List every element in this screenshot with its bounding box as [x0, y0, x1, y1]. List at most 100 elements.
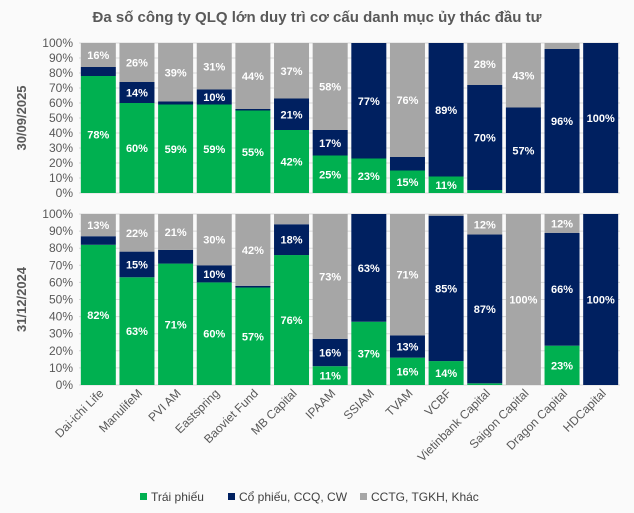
legend-label: CCTG, TGKH, Khác — [371, 490, 479, 504]
data-label: 16% — [396, 366, 418, 378]
data-label: 10% — [203, 269, 225, 281]
y-tick-label: 80% — [49, 66, 73, 80]
category-label: IPAAM — [303, 386, 339, 422]
panel-label: 30/09/2025 — [14, 85, 29, 150]
category-label: Dai-ichi Life — [52, 386, 106, 440]
data-label: 23% — [358, 171, 380, 183]
chart-title: Đa số công ty QLQ lớn duy trì cơ cấu dan… — [93, 9, 542, 26]
bar-segment — [351, 158, 387, 193]
bar-segment — [312, 155, 348, 193]
bar-segment — [274, 98, 310, 130]
data-label: 16% — [319, 348, 341, 360]
bar-segment — [196, 89, 232, 105]
bar-segment — [505, 214, 541, 385]
bar-segment — [119, 251, 155, 278]
bar-segment — [235, 109, 271, 111]
data-label: 11% — [319, 371, 341, 383]
data-label: 58% — [319, 82, 341, 94]
bar-segment — [119, 277, 155, 385]
y-tick-label: 80% — [49, 241, 73, 255]
bar-segment — [389, 335, 425, 358]
data-label: 55% — [242, 147, 264, 159]
data-label: 17% — [319, 138, 341, 150]
bar-segment — [544, 49, 580, 193]
data-label: 14% — [435, 368, 457, 380]
y-tick-label: 90% — [49, 51, 73, 65]
bar-segment — [158, 214, 194, 250]
bar-segment — [351, 43, 387, 159]
bar-segment — [312, 43, 348, 130]
data-label: 14% — [126, 88, 148, 100]
bar-segment — [158, 263, 194, 385]
data-label: 89% — [435, 105, 457, 117]
bar-segment — [274, 43, 310, 99]
data-label: 63% — [358, 263, 380, 275]
y-tick-label: 10% — [49, 171, 73, 185]
legend-swatch — [360, 493, 367, 500]
data-label: 59% — [203, 144, 225, 156]
bar-segment — [351, 214, 387, 322]
data-label: 96% — [551, 116, 573, 128]
bar-segment — [467, 85, 503, 190]
bar-segment — [389, 43, 425, 157]
data-label: 37% — [358, 348, 380, 360]
y-tick-label: 70% — [49, 81, 73, 95]
data-label: 12% — [474, 219, 496, 231]
data-label: 31% — [203, 61, 225, 73]
data-label: 37% — [281, 66, 303, 78]
bar-segment — [274, 214, 310, 225]
bar-segment — [467, 43, 503, 85]
bar-segment — [544, 43, 580, 49]
data-label: 42% — [242, 245, 264, 257]
panel-label: 31/12/2024 — [14, 266, 29, 332]
bar-segment — [467, 383, 503, 385]
data-label: 100% — [587, 113, 615, 125]
data-label: 76% — [396, 95, 418, 107]
bar-segment — [235, 110, 271, 193]
y-tick-label: 0% — [56, 186, 74, 200]
category-label: Vietinbank Capital — [415, 386, 493, 464]
data-label: 71% — [165, 319, 187, 331]
bar-segment — [235, 214, 271, 286]
data-label: 60% — [126, 143, 148, 155]
panel-0: 0%10%20%30%40%50%60%70%80%90%100%30/09/2… — [14, 36, 620, 200]
data-label: 77% — [358, 96, 380, 108]
data-label: 100% — [509, 295, 537, 307]
bar-segment — [235, 43, 271, 109]
bar-segment — [312, 130, 348, 156]
data-label: 21% — [165, 227, 187, 239]
data-label: 22% — [126, 228, 148, 240]
data-label: 25% — [319, 169, 341, 181]
bar-segment — [544, 214, 580, 233]
y-tick-label: 100% — [42, 36, 73, 50]
data-label: 43% — [512, 70, 534, 82]
data-label: 57% — [242, 331, 264, 343]
bar-segment — [80, 244, 116, 385]
bar-segment — [158, 101, 194, 105]
y-tick-label: 50% — [49, 111, 73, 125]
bar-segment — [274, 224, 310, 256]
data-label: 87% — [474, 304, 496, 316]
bar-segment — [428, 176, 464, 193]
panel-1: 0% 10% 20% 30% 40% 50% 60% 70% 80% 90% 100% 31/12/2… — [14, 207, 620, 392]
y-tick-label: 50% — [49, 293, 73, 307]
data-label: 60% — [203, 329, 225, 341]
bar-segment — [389, 357, 425, 385]
bar-segment — [158, 43, 194, 102]
data-label: 39% — [165, 67, 187, 79]
bar-segment — [119, 43, 155, 82]
bar-segment — [312, 366, 348, 385]
bar-segment — [196, 214, 232, 266]
data-label: 70% — [474, 133, 496, 145]
data-label: 73% — [319, 271, 341, 283]
bar-segment — [428, 215, 464, 362]
bar-segment — [505, 43, 541, 108]
legend: Trái phiếu Cổ phiếu, CCQ, CW CCTG, TGKH, K… — [140, 490, 479, 504]
y-tick-label: 30% — [49, 141, 73, 155]
data-label: 30% — [203, 235, 225, 247]
bar-segment — [196, 104, 232, 193]
y-tick-label: 60% — [49, 275, 73, 289]
bar-segment — [235, 285, 271, 288]
data-label: 10% — [203, 92, 225, 104]
